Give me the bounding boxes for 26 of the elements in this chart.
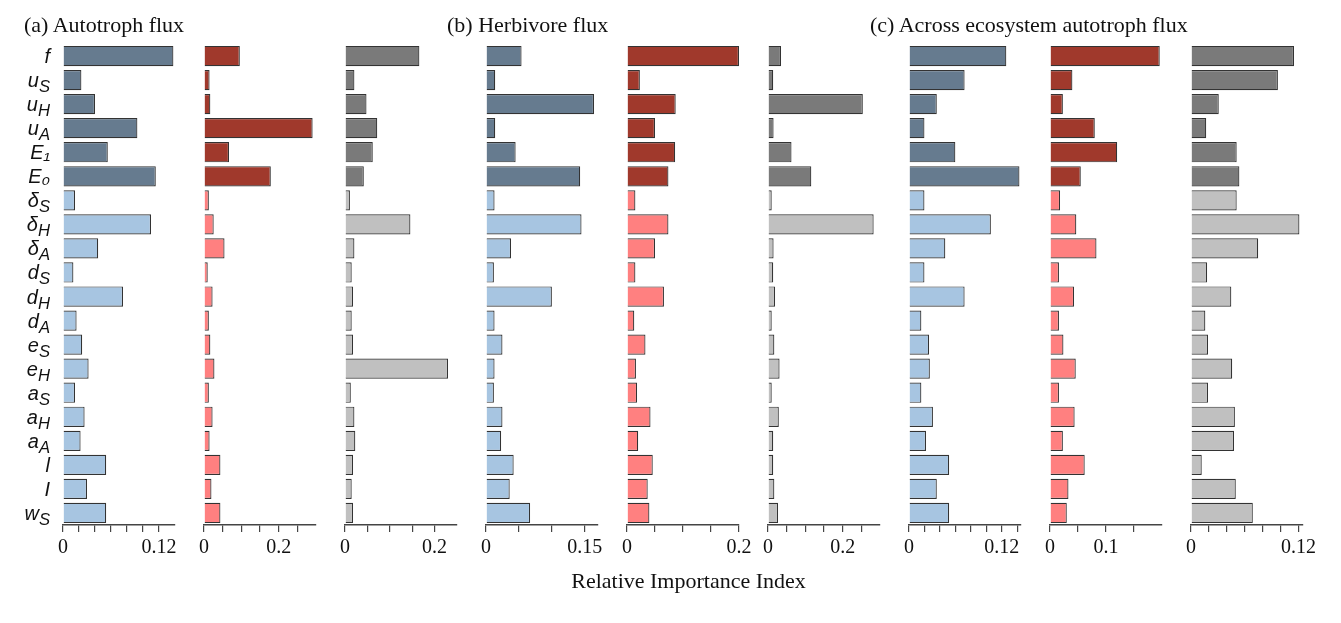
x-tick-label: 0.2 — [830, 535, 856, 558]
y-tick-label: f — [44, 44, 50, 69]
x-tick-label: 0.12 — [1281, 535, 1317, 558]
x-tick-label: 0.2 — [266, 535, 292, 558]
x-tick-label: 0 — [904, 535, 914, 558]
x-tick-label: 0.12 — [984, 535, 1020, 558]
x-tick-label: 0 — [622, 535, 632, 558]
x-axis-title: Relative Importance Index — [571, 568, 806, 594]
x-tick-label: 0.2 — [726, 535, 752, 558]
chart-title: (a) Autotroph flux — [24, 12, 185, 38]
x-tick-label: 0.1 — [1093, 535, 1119, 558]
chart-title: (b) Herbivore flux — [447, 12, 609, 38]
x-tick-label: 0 — [1186, 535, 1196, 558]
x-tick-label: 0 — [58, 535, 68, 558]
x-tick-label: 0 — [1045, 535, 1055, 558]
x-tick-label: 0.12 — [141, 535, 177, 558]
x-tick-label: 0.2 — [422, 535, 448, 558]
x-tick-label: 0 — [763, 535, 773, 558]
x-tick-label: 0 — [340, 535, 350, 558]
y-tick-label: w$_{S}$ — [24, 500, 50, 529]
y-tick-label: I — [44, 476, 50, 502]
x-tick-label: 0 — [481, 535, 491, 558]
y-tick-label: E₀ — [28, 164, 50, 190]
x-tick-label: 0 — [199, 535, 209, 558]
x-tick-label: 0.15 — [567, 535, 603, 558]
chart-title: (c) Across ecosystem autotroph flux — [870, 12, 1188, 38]
